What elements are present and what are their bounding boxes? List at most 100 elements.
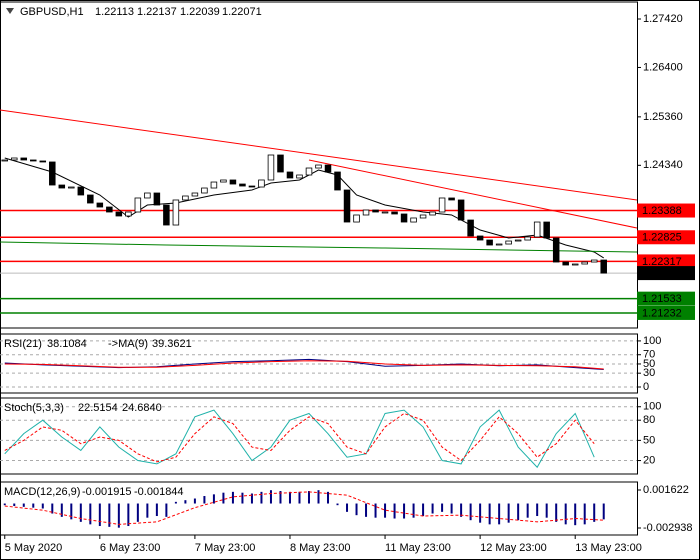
indicator-line <box>4 409 595 469</box>
histogram-bar <box>422 503 425 517</box>
y-tick-label: 70 <box>643 349 655 361</box>
level-label: 1.23388 <box>642 205 682 217</box>
histogram-bar <box>583 503 586 525</box>
histogram-bar <box>22 503 25 507</box>
histogram-bar <box>288 491 291 504</box>
histogram-bar <box>136 503 139 522</box>
y-tick-label: 80 <box>643 414 655 426</box>
candle <box>334 171 341 191</box>
candle <box>39 160 47 163</box>
candle <box>239 183 246 187</box>
candle <box>134 197 142 213</box>
histogram-bar <box>3 503 6 506</box>
candle <box>600 259 607 274</box>
level-label-box <box>637 291 695 306</box>
histogram-bar <box>165 503 168 517</box>
level-label-box <box>637 203 695 218</box>
histogram-bar <box>365 503 368 517</box>
histogram-bar <box>146 503 149 518</box>
candle <box>448 197 455 201</box>
histogram-bar <box>89 503 92 525</box>
candle <box>486 239 493 246</box>
level-label: 1.21533 <box>642 293 682 305</box>
histogram-bar <box>117 503 120 528</box>
level-label-box <box>637 254 695 269</box>
y-tick-label: 100 <box>643 335 661 347</box>
histogram-bar <box>431 503 434 514</box>
candle <box>438 197 446 213</box>
histogram-bar <box>393 503 396 519</box>
candle <box>457 199 465 221</box>
candle <box>96 202 104 208</box>
histogram-bar <box>507 503 510 523</box>
y-tick-label: 100 <box>643 401 661 413</box>
histogram-bar <box>450 503 453 514</box>
candle <box>258 179 265 188</box>
candle <box>30 159 37 162</box>
x-tick-label: 13 May 23:00 <box>575 542 642 554</box>
candle <box>419 214 427 219</box>
histogram-bar <box>593 503 596 522</box>
indicator-line <box>4 412 595 463</box>
x-tick-label: 8 May 23:00 <box>290 542 351 554</box>
histogram-bar <box>212 494 215 504</box>
candle <box>324 164 332 173</box>
candle <box>362 209 370 216</box>
histogram-bar <box>222 492 225 504</box>
candle <box>125 211 132 217</box>
candle <box>68 186 75 189</box>
y-tick-label: -0.002938 <box>643 522 693 534</box>
candle <box>229 179 237 185</box>
histogram-bar <box>13 503 16 507</box>
level-label: 1.21232 <box>642 307 682 319</box>
candle <box>562 261 569 266</box>
candle <box>267 154 275 181</box>
header-value: 1.22071 <box>222 6 262 18</box>
histogram-bar <box>574 503 577 526</box>
candle <box>524 236 531 241</box>
level-label: 1.22825 <box>642 232 682 244</box>
candle <box>286 171 294 179</box>
histogram-bar <box>564 503 567 525</box>
level-label: 1.22317 <box>642 256 682 268</box>
panel-title: RSI(21) <box>4 338 42 350</box>
candle <box>1 159 9 162</box>
candle <box>172 199 180 226</box>
candle <box>153 192 161 206</box>
candle <box>391 211 398 215</box>
level-label-box <box>637 230 695 245</box>
histogram-bar <box>155 503 158 517</box>
candle <box>87 194 94 204</box>
candle <box>220 179 227 183</box>
header-value: 1.22039 <box>180 6 220 18</box>
x-tick-label: 7 May 23:00 <box>195 542 256 554</box>
y-tick-label: 20 <box>643 454 655 466</box>
overlay-line <box>0 109 638 201</box>
y-tick-label: 1.25360 <box>643 111 683 123</box>
candle <box>543 221 550 239</box>
header-value: -0.001915 <box>82 486 132 498</box>
histogram-bar <box>488 503 491 525</box>
candle <box>514 239 522 242</box>
histogram-bar <box>346 503 349 512</box>
y-tick-label: 30 <box>643 367 655 379</box>
y-tick-label: 0 <box>643 381 649 393</box>
histogram-bar <box>460 503 463 517</box>
candle <box>381 211 389 214</box>
ma-title: ->MA(9) <box>108 338 148 350</box>
candle <box>467 219 474 237</box>
candle <box>182 195 189 201</box>
candle <box>552 237 560 263</box>
histogram-bar <box>41 503 44 509</box>
candle <box>400 213 408 223</box>
candle <box>343 189 351 223</box>
histogram-bar <box>108 503 111 527</box>
histogram-bar <box>70 503 73 520</box>
histogram-bar <box>412 503 415 518</box>
x-tick-label: 6 May 23:00 <box>100 542 161 554</box>
panel-title: MACD(12,26,9) <box>4 486 80 498</box>
histogram-bar <box>98 503 101 527</box>
candle <box>315 164 322 169</box>
candle <box>144 192 151 199</box>
histogram-bar <box>279 491 282 504</box>
